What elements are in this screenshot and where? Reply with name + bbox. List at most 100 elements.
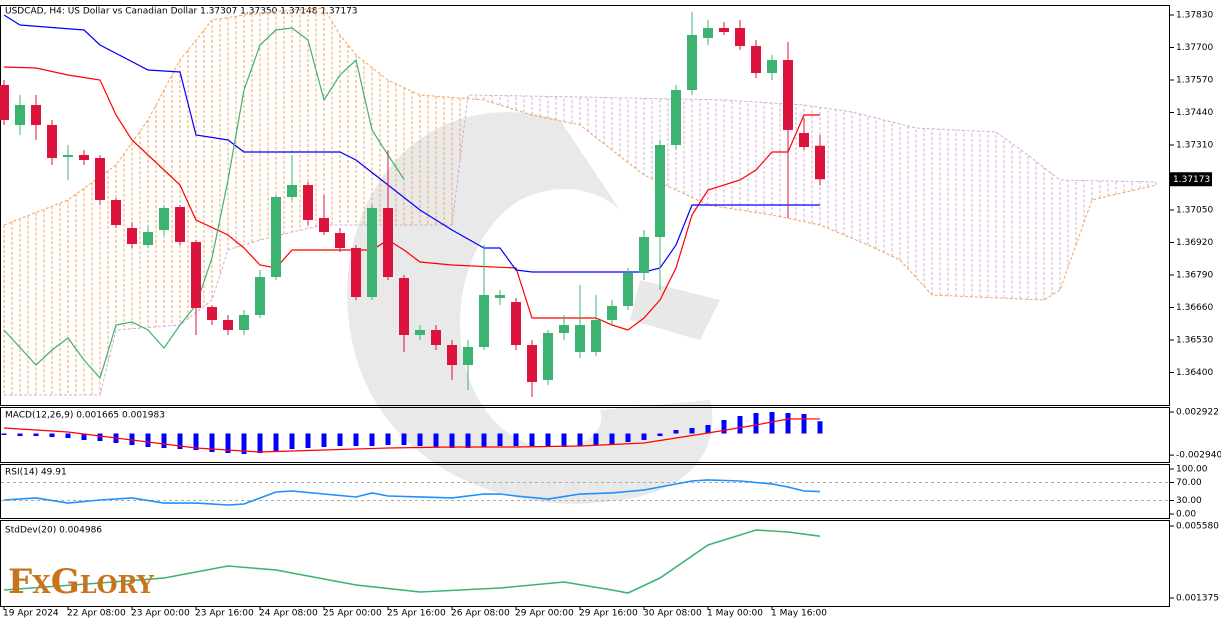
- macd-bar: [385, 433, 391, 446]
- candle-body: [671, 90, 681, 145]
- macd-bar: [801, 413, 807, 434]
- x-tick-label: 25 Apr 16:00: [387, 609, 446, 619]
- candle-body: [511, 302, 521, 345]
- macd-bar: [353, 433, 359, 447]
- candle-body: [655, 145, 665, 237]
- indicator-label: MACD(12,26,9) 0.001665 0.001983: [5, 411, 165, 421]
- macd-bar: [369, 433, 375, 447]
- x-tick-label: 30 Apr 08:00: [643, 609, 702, 619]
- x-tick-label: 1 May 16:00: [771, 609, 827, 619]
- macd-bar: [769, 411, 775, 434]
- macd-bar: [753, 412, 759, 434]
- macd-bar: [81, 433, 87, 441]
- candle-body: [127, 228, 137, 244]
- macd-bar: [673, 430, 679, 434]
- x-tick-label: 26 Apr 08:00: [451, 609, 510, 619]
- candle-body: [143, 232, 153, 245]
- macd-bar: [417, 433, 423, 447]
- macd-bar: [241, 433, 247, 455]
- y-tick-label: 1.37830: [1176, 11, 1213, 21]
- macd-bar: [689, 428, 695, 434]
- macd-bar: [481, 433, 487, 448]
- candle-body: [591, 320, 601, 352]
- macd-bar: [705, 425, 711, 434]
- y-tick-label: 1.37440: [1176, 108, 1213, 118]
- candle-body: [319, 218, 329, 232]
- candle-body: [431, 330, 441, 345]
- indicator-line: [3, 529, 821, 594]
- y-tick-label: 0.00: [1176, 509, 1196, 519]
- x-tick-label: 29 Apr 16:00: [579, 609, 638, 619]
- candle-body: [223, 320, 233, 330]
- candle-body: [303, 185, 313, 220]
- macd-bar: [321, 433, 327, 448]
- macd-bar: [513, 433, 519, 447]
- senkou-span-a: [3, 7, 1157, 301]
- candle-body: [495, 295, 505, 298]
- y-tick-label: -0.002940: [1176, 451, 1221, 461]
- candle-body: [815, 145, 825, 180]
- candle-body: [783, 60, 793, 130]
- candle-body: [751, 46, 761, 73]
- panel-frame: [0, 5, 1170, 406]
- candle-body: [639, 237, 649, 273]
- macd-bar: [65, 433, 71, 439]
- candle-body: [447, 345, 457, 365]
- price-label-bg: [1170, 172, 1212, 187]
- macd-bar: [193, 433, 199, 451]
- macd-bar: [609, 433, 615, 445]
- candle-body: [527, 345, 537, 382]
- panel-frame: [0, 464, 1170, 519]
- macd-bar: [449, 433, 455, 449]
- candle-body: [799, 133, 809, 147]
- candle-body: [767, 60, 777, 73]
- y-tick-label: 1.37050: [1176, 206, 1213, 216]
- candle-body: [63, 155, 73, 157]
- candle-body: [111, 200, 121, 225]
- macd-bar: [657, 433, 663, 437]
- macd-bar: [401, 433, 407, 446]
- macd-bar: [721, 419, 727, 434]
- y-tick-label: 1.36920: [1176, 238, 1213, 248]
- macd-bar: [785, 412, 791, 434]
- candle-body: [543, 333, 553, 380]
- macd-bar: [1, 433, 7, 436]
- y-tick-label: 0.001375: [1176, 594, 1219, 604]
- macd-bar: [433, 433, 439, 448]
- candle-body: [287, 185, 297, 197]
- chart-title: USDCAD, H4: US Dollar vs Canadian Dollar…: [5, 7, 358, 17]
- senkou-span-b: [4, 94, 1157, 396]
- macd-bar: [737, 415, 743, 434]
- candle-body: [191, 242, 201, 308]
- indicator-label: RSI(14) 49.91: [5, 468, 67, 478]
- candle-body: [735, 28, 745, 46]
- macd-bar: [593, 433, 599, 446]
- candle-body: [31, 105, 41, 125]
- candle-body: [79, 155, 89, 160]
- macd-bar: [145, 433, 151, 448]
- y-tick-label: 1.36790: [1176, 271, 1213, 281]
- x-tick-label: 24 Apr 08:00: [259, 609, 318, 619]
- panel-frame: [0, 520, 1170, 607]
- candle-body: [335, 233, 345, 248]
- macd-bar: [497, 433, 503, 447]
- y-tick-label: 0.002922: [1176, 408, 1219, 418]
- candle-body: [367, 208, 377, 297]
- x-tick-label: 29 Apr 00:00: [515, 609, 574, 619]
- candle-body: [415, 330, 425, 335]
- macd-bar: [625, 433, 631, 443]
- candle-body: [95, 158, 105, 200]
- watermark-shape: [630, 280, 720, 340]
- candle-body: [463, 347, 473, 365]
- macd-bar: [225, 433, 231, 454]
- candle-body: [239, 315, 249, 330]
- candle-body: [559, 325, 569, 333]
- y-tick-label: 1.36400: [1176, 368, 1213, 378]
- candle-body: [383, 208, 393, 277]
- candle-body: [0, 85, 9, 120]
- y-tick-label: 1.37570: [1176, 76, 1213, 86]
- macd-bar: [561, 433, 567, 448]
- candle-body: [687, 35, 697, 90]
